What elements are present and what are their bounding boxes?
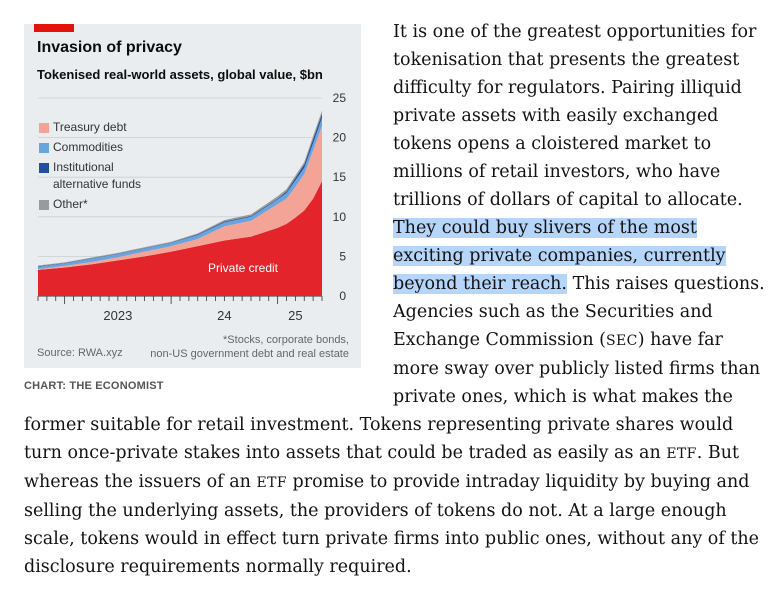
x-tick-label: 24 — [217, 308, 231, 323]
legend-label: Institutional — [53, 160, 114, 174]
legend-swatch-treasury — [39, 123, 49, 133]
chart-card: Invasion of privacy Tokenised real-world… — [24, 24, 361, 368]
article-body: It is one of the greatest opportunities … — [24, 18, 766, 581]
legend-item-treasury: Treasury debt — [39, 119, 203, 136]
area-annotation: Private credit — [208, 261, 279, 275]
y-tick-label: 25 — [333, 91, 347, 105]
footnote-line: *Stocks, corporate bonds, — [223, 334, 349, 346]
legend-label: alternative funds — [53, 177, 142, 191]
chart-subtitle: Tokenised real-world assets, global valu… — [37, 67, 323, 82]
article-text-3: ) have far more sway over publicly liste… — [24, 330, 761, 463]
article-text-5: promise to provide intraday liquidity by… — [24, 472, 760, 577]
x-tick-label: 25 — [288, 308, 302, 323]
chart-source: Source: RWA.xyz — [37, 347, 123, 359]
legend-item-funds: Institutional alternative funds — [39, 159, 203, 193]
legend-label: Commodities — [53, 140, 124, 154]
y-tick-label: 10 — [333, 210, 347, 224]
chart-title: Invasion of privacy — [37, 39, 182, 56]
x-tick-label: 2023 — [103, 308, 132, 323]
article-text-4: . But whereas the issuers of an — [24, 443, 740, 492]
legend-swatch-commodities — [39, 143, 49, 153]
abbr-sec: SEC — [606, 333, 638, 349]
abbr-etf: ETF — [256, 475, 287, 491]
legend-label: Other* — [53, 197, 88, 211]
y-tick-label: 20 — [333, 131, 347, 145]
y-tick-label: 0 — [339, 289, 346, 303]
area-private-credit — [38, 181, 322, 296]
y-tick-label: 15 — [333, 170, 347, 184]
article-text-2: This raises questions. Agencies such as … — [393, 274, 765, 350]
area-chart: 0 5 10 15 20 25 2023 24 25 Private credit — [37, 91, 347, 323]
abbr-etf: ETF — [666, 446, 697, 462]
article-text-1: It is one of the greatest opportunities … — [393, 22, 757, 210]
legend-swatch-funds — [39, 163, 49, 173]
chart-legend: Treasury debt Commodities Institutional … — [39, 119, 203, 213]
legend-swatch-other — [39, 200, 49, 210]
y-tick-label: 5 — [339, 249, 346, 263]
chart-footnote: *Stocks, corporate bonds, non-US governm… — [150, 333, 349, 361]
footnote-line: non-US government debt and real estate — [150, 348, 349, 360]
brand-tag — [34, 24, 74, 32]
legend-item-commodities: Commodities — [39, 139, 203, 156]
legend-label: Treasury debt — [53, 120, 127, 134]
area-treasury-debt — [38, 125, 322, 270]
chart-credit: CHART: THE ECONOMIST — [24, 380, 164, 392]
selected-text[interactable]: They could buy slivers of the most excit… — [393, 218, 726, 294]
legend-item-other: Other* — [39, 196, 203, 213]
